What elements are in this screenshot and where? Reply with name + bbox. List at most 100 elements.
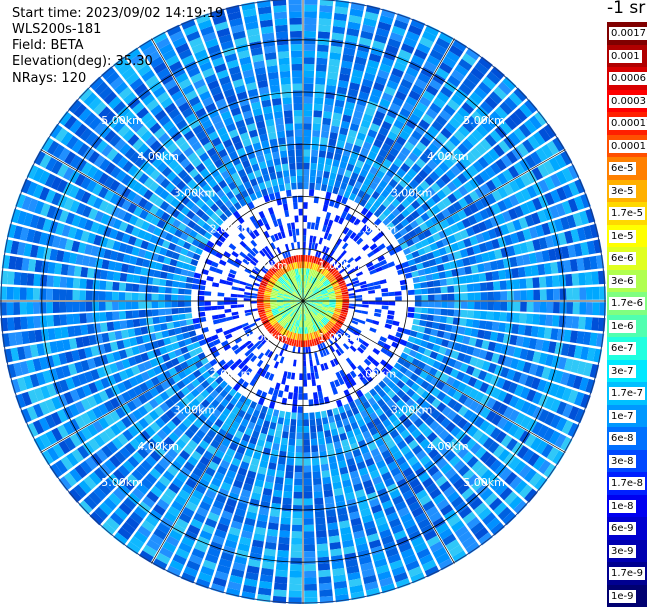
heatmap-cell — [498, 322, 506, 333]
heatmap-cell — [254, 526, 266, 536]
heatmap-cell — [526, 301, 534, 313]
heatmap-cell — [477, 370, 488, 381]
heatmap-cell — [281, 83, 292, 92]
heatmap-cell — [322, 349, 327, 357]
heatmap-cell — [411, 461, 423, 472]
heatmap-cell — [415, 449, 427, 461]
heatmap-cell — [109, 76, 124, 90]
heatmap-cell — [355, 303, 363, 307]
heatmap-cell — [308, 295, 316, 299]
heatmap-cell — [334, 180, 342, 189]
heatmap-cell — [452, 39, 467, 52]
heatmap-cell — [290, 242, 295, 250]
heatmap-cell — [269, 422, 277, 430]
heatmap-cell — [372, 475, 383, 486]
heatmap-cell — [133, 530, 148, 544]
heatmap-cell — [237, 409, 246, 419]
heatmap-cell — [197, 306, 205, 312]
heatmap-cell — [144, 165, 156, 176]
heatmap-cell — [83, 476, 97, 490]
heatmap-cell — [325, 313, 333, 318]
heatmap-cell — [526, 200, 537, 213]
heatmap-cell — [78, 107, 92, 122]
heatmap-cell — [289, 277, 294, 284]
heatmap-cell — [49, 463, 63, 479]
heatmap-cell — [373, 510, 385, 520]
heatmap-cell — [196, 403, 206, 414]
heatmap-cell — [303, 373, 307, 381]
heatmap-cell — [296, 275, 299, 282]
heatmap-cell — [86, 409, 98, 422]
heatmap-cell — [315, 257, 320, 265]
heatmap-cell — [245, 511, 257, 520]
heatmap-cell — [243, 180, 252, 190]
heatmap-cell — [330, 548, 343, 557]
heatmap-cell — [262, 265, 269, 272]
heatmap-cell — [448, 117, 461, 130]
heatmap-cell — [66, 277, 74, 288]
heatmap-cell — [340, 210, 348, 219]
heatmap-cell — [299, 327, 302, 334]
heatmap-cell — [268, 192, 276, 201]
heatmap-cell — [184, 428, 195, 439]
heatmap-cell — [64, 351, 74, 364]
heatmap-cell — [313, 263, 318, 271]
heatmap-cell — [316, 51, 329, 59]
heatmap-cell — [0, 302, 7, 316]
heatmap-cell — [308, 326, 312, 334]
heatmap-cell — [210, 399, 220, 409]
heatmap-cell — [375, 297, 383, 301]
heatmap-cell — [589, 332, 598, 347]
heatmap-cell — [481, 360, 491, 372]
heatmap-cell — [346, 395, 354, 404]
heatmap-cell — [293, 305, 299, 311]
heatmap-cell — [318, 274, 324, 281]
heatmap-cell — [334, 307, 342, 312]
heatmap-cell — [270, 329, 277, 336]
heatmap-cell — [451, 177, 463, 189]
heatmap-cell — [322, 326, 328, 333]
heatmap-cell — [109, 362, 119, 374]
heatmap-cell — [395, 296, 402, 301]
heatmap-cell — [159, 200, 170, 211]
heatmap-cell — [210, 8, 226, 19]
heatmap-cell — [166, 125, 179, 137]
heatmap-cell — [304, 24, 317, 32]
heatmap-cell — [299, 268, 302, 275]
heatmap-cell — [212, 184, 222, 194]
heatmap-cell — [187, 324, 195, 332]
heatmap-cell — [290, 222, 296, 230]
heatmap-cell — [252, 142, 262, 151]
heatmap-cell — [329, 249, 336, 257]
heatmap-cell — [216, 564, 231, 575]
heatmap-cell — [384, 477, 395, 488]
heatmap-cell — [322, 177, 329, 185]
heatmap-cell — [520, 202, 531, 216]
heatmap-cell — [526, 403, 538, 417]
heatmap-cell — [317, 391, 324, 399]
heatmap-cell — [486, 517, 501, 531]
heatmap-cell — [562, 403, 574, 418]
heatmap-cell — [345, 184, 354, 193]
heatmap-cell — [185, 478, 197, 489]
heatmap-cell — [381, 142, 392, 153]
heatmap-cell — [335, 447, 344, 456]
heatmap-cell — [288, 0, 302, 5]
heatmap-cell — [131, 292, 139, 301]
heatmap-cell — [408, 90, 421, 101]
heatmap-cell — [78, 480, 92, 495]
heatmap-cell — [309, 262, 314, 270]
heatmap-cell — [78, 87, 93, 102]
heatmap-cell — [303, 439, 310, 446]
heatmap-cell — [419, 275, 427, 282]
heatmap-cell — [322, 298, 330, 300]
heatmap-cell — [162, 370, 172, 380]
heatmap-cell — [319, 350, 325, 358]
heatmap-cell — [326, 331, 332, 339]
heatmap-cell — [238, 198, 247, 207]
azimuth-spoke — [40, 149, 304, 302]
heatmap-cell — [504, 491, 518, 506]
heatmap-cell — [328, 290, 335, 295]
heatmap-cell — [235, 549, 249, 559]
